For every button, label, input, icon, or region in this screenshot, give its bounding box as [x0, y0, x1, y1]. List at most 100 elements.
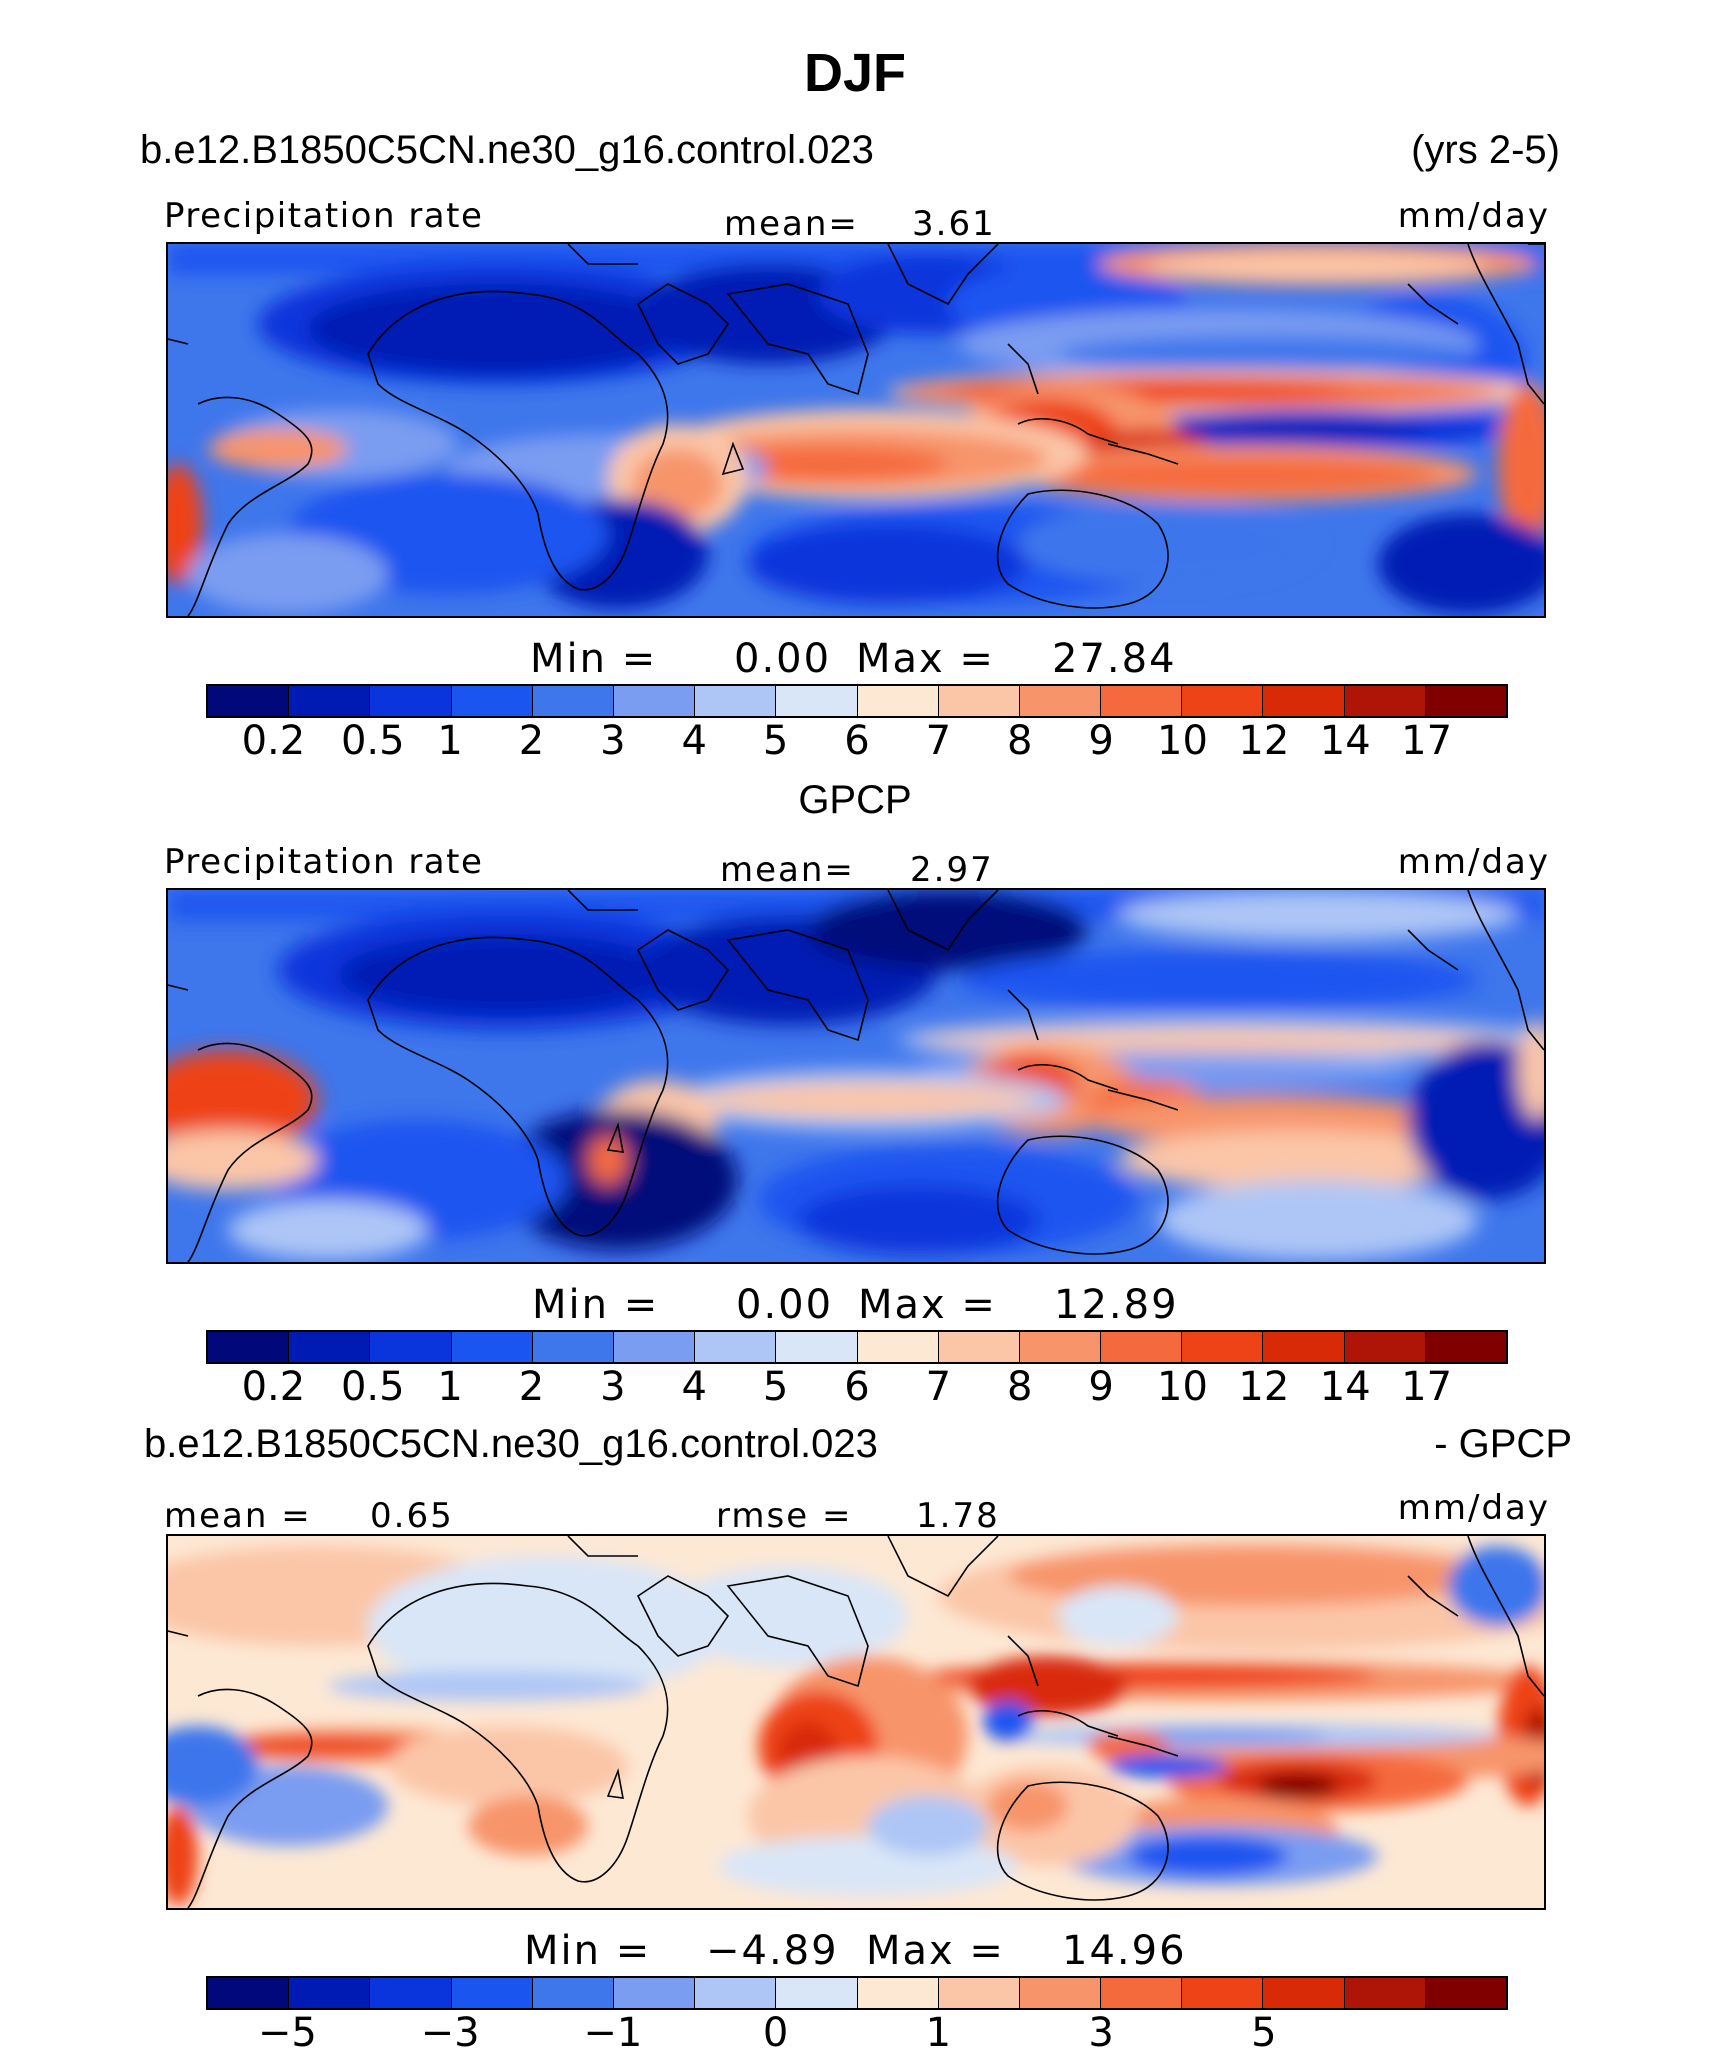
units-label: mm/day	[1397, 196, 1550, 236]
colorbar-box	[289, 1332, 371, 1362]
diff-label: - GPCP	[1434, 1422, 1572, 1466]
colorbar-box	[613, 1332, 696, 1362]
colorbar-box	[289, 686, 371, 716]
colorbar-box	[370, 1978, 452, 2008]
colorbar-box	[1019, 686, 1102, 716]
colorbar-box	[1344, 1332, 1426, 1362]
colorbar-box	[208, 686, 290, 716]
rmse-label: rmse =	[716, 1496, 853, 1536]
max-label: Max =	[858, 1282, 997, 1328]
case-label: b.e12.B1850C5CN.ne30_g16.control.023	[144, 1422, 878, 1466]
colorbar-box	[1101, 1332, 1183, 1362]
mean-value: 0.65	[370, 1496, 454, 1536]
colorbar-box	[938, 686, 1020, 716]
colorbar-box	[532, 1978, 614, 2008]
colorbar-tick-label: −1	[583, 2010, 643, 2056]
colorbar-tick-label: 0.2	[241, 718, 306, 764]
colorbar-box	[208, 1332, 290, 1362]
colorbar-box	[776, 1978, 858, 2008]
colorbar-tick-label: 2	[518, 1364, 545, 1410]
colorbar-box	[938, 1332, 1020, 1362]
page-title: DJF	[803, 43, 906, 103]
colorbar-box	[1263, 686, 1345, 716]
colorbar-tick-label: 9	[1088, 718, 1114, 764]
colorbar-tick-label: 9	[1088, 1364, 1114, 1410]
colorbar-box	[613, 1978, 696, 2008]
colorbar-tick-label: 2	[518, 718, 545, 764]
colorbar-tick-label: 1	[437, 1364, 463, 1410]
colorbar-box	[776, 1332, 858, 1362]
colorbar-tick-label: 7	[925, 718, 952, 764]
map-panel-difference	[166, 1534, 1546, 1910]
colorbar-tick-label: 17	[1401, 1364, 1453, 1410]
colorbar-tick-label: 17	[1401, 718, 1453, 764]
colorbar-box	[370, 1332, 452, 1362]
mean-label: mean=	[724, 204, 859, 244]
colorbar-box	[1182, 1332, 1264, 1362]
colorbar-tick-label: −3	[420, 2010, 480, 2056]
colorbar-tick-label: −5	[257, 2010, 317, 2056]
variable-label: Precipitation rate	[164, 196, 484, 236]
colorbar-box	[857, 686, 939, 716]
colorbar-box	[695, 1332, 777, 1362]
rmse-value: 1.78	[916, 1496, 1000, 1536]
colorbar-box	[1101, 1978, 1183, 2008]
max-value: 27.84	[1052, 636, 1177, 682]
colorbar-box	[1263, 1978, 1345, 2008]
variable-label: Precipitation rate	[164, 842, 484, 882]
colorbar-box	[1101, 686, 1183, 716]
colorbar	[206, 684, 1508, 718]
colorbar-box	[938, 1978, 1020, 2008]
colorbar-tick-label: 4	[681, 718, 707, 764]
colorbar-tick-label: 0.2	[241, 1364, 306, 1410]
colorbar-tick-label: 1	[925, 2010, 952, 2056]
colorbar-tick-label: 14	[1319, 1364, 1371, 1410]
max-label: Max =	[866, 1928, 1005, 1974]
max-label: Max =	[856, 636, 995, 682]
colorbar-tick-label: 6	[844, 718, 870, 764]
colorbar-tick-label: 0	[762, 2010, 789, 2056]
precip-field-model	[168, 244, 1544, 616]
mean-label: mean=	[720, 850, 855, 890]
colorbar-box	[1263, 1332, 1345, 1362]
case-label: GPCP	[798, 778, 912, 822]
colorbar-box	[451, 686, 533, 716]
years-label: (yrs 2-5)	[1411, 128, 1560, 172]
mean-label: mean =	[164, 1496, 312, 1536]
colorbar-box	[1425, 1978, 1506, 2008]
colorbar-tick-label: 0.5	[340, 718, 405, 764]
max-value: 12.89	[1054, 1282, 1179, 1328]
colorbar-box	[695, 1978, 777, 2008]
colorbar-box	[1344, 1978, 1426, 2008]
case-label: b.e12.B1850C5CN.ne30_g16.control.023	[140, 128, 874, 172]
colorbar-tick-label: 6	[844, 1364, 870, 1410]
colorbar-tick-label: 12	[1238, 1364, 1290, 1410]
colorbar-tick-label: 5	[762, 718, 789, 764]
colorbar	[206, 1330, 1508, 1364]
min-label: Min =	[530, 636, 658, 682]
units-label: mm/day	[1397, 1488, 1550, 1528]
min-value: −4.89	[706, 1928, 839, 1974]
colorbar-box	[1019, 1332, 1102, 1362]
colorbar-box	[857, 1978, 939, 2008]
colorbar-tick-label: 3	[600, 718, 626, 764]
colorbar-box	[1182, 686, 1264, 716]
colorbar-tick-label: 10	[1157, 1364, 1208, 1410]
min-value: 0.00	[734, 636, 832, 682]
min-label: Min =	[524, 1928, 652, 1974]
colorbar-box	[451, 1978, 533, 2008]
colorbar-tick-label: 10	[1157, 718, 1208, 764]
units-label: mm/day	[1397, 842, 1550, 882]
map-panel-model	[166, 242, 1546, 618]
precip-field-difference	[168, 1536, 1544, 1908]
colorbar-box	[776, 686, 858, 716]
colorbar-tick-label: 0.5	[340, 1364, 405, 1410]
colorbar-box	[370, 686, 452, 716]
colorbar-box	[1019, 1978, 1102, 2008]
colorbar-box	[1182, 1978, 1264, 2008]
colorbar-tick-label: 3	[600, 1364, 626, 1410]
colorbar-tick-label: 12	[1238, 718, 1290, 764]
colorbar-tick-label: 7	[925, 1364, 952, 1410]
precip-field-obs	[168, 890, 1544, 1262]
map-panel-obs	[166, 888, 1546, 1264]
